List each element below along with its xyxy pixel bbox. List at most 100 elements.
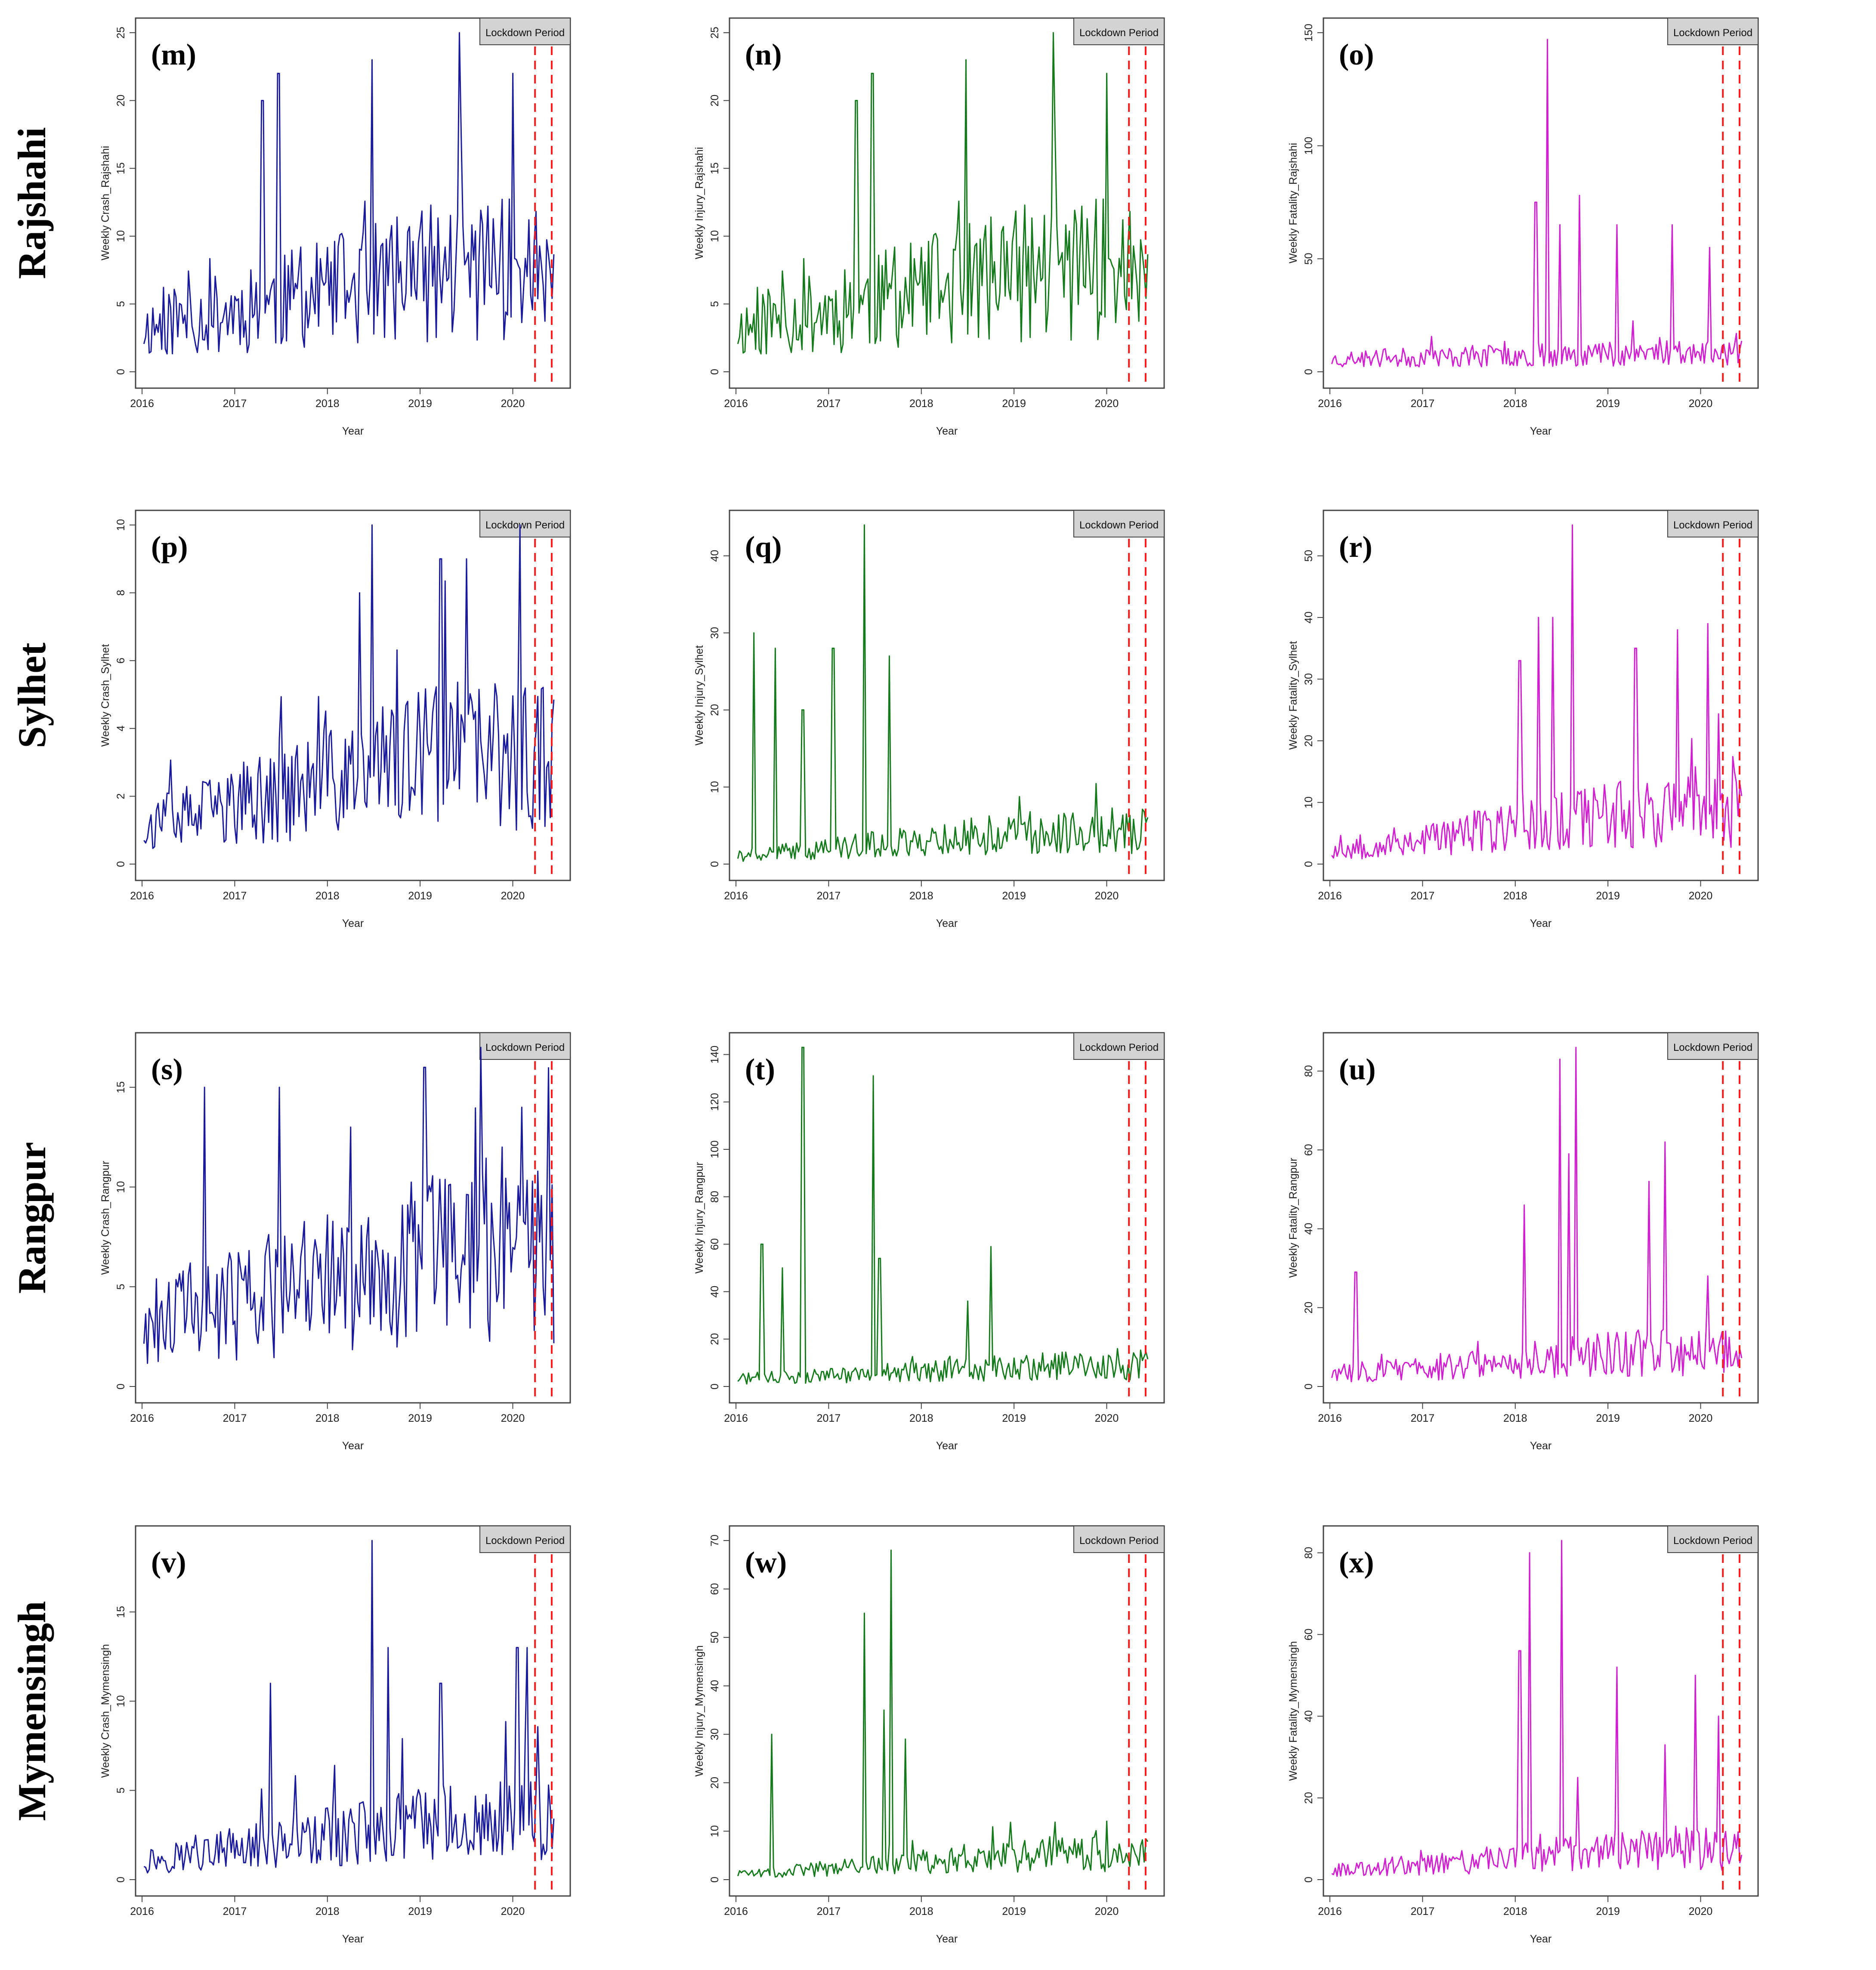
legend-label: Lockdown Period xyxy=(485,27,565,39)
panel-label: (x) xyxy=(1339,1546,1374,1579)
x-tick-label: 2016 xyxy=(724,1905,748,1918)
legend-box xyxy=(1073,1032,1165,1060)
x-tick-label: 2019 xyxy=(1596,1412,1620,1424)
panel-label: (t) xyxy=(745,1053,775,1086)
y-tick-label: 20 xyxy=(709,704,721,716)
y-axis: 0 50 100 150 xyxy=(1303,24,1323,375)
legend-label: Lockdown Period xyxy=(1079,27,1159,39)
x-tick-label: 2020 xyxy=(501,398,525,410)
y-tick-label: 50 xyxy=(1303,550,1315,562)
x-tick-label: 2017 xyxy=(1411,1905,1435,1918)
x-tick-label: 2018 xyxy=(315,1905,340,1918)
y-tick-label: 60 xyxy=(1303,1628,1315,1640)
x-tick-label: 2018 xyxy=(909,890,933,902)
chart-panel-w: 0 10 20 30 40 50 60 70 Weekly Injury_Mymensingh 2… xyxy=(693,1525,1165,1945)
y-tick-label: 40 xyxy=(709,550,721,562)
x-tick-label: 2020 xyxy=(1689,1412,1713,1424)
y-tick-label: 20 xyxy=(709,95,721,107)
y-tick-label: 10 xyxy=(709,781,721,793)
y-tick-label: 40 xyxy=(709,1286,721,1298)
x-axis: 2016 2017 2018 2019 2020 xyxy=(130,1896,525,1918)
plot-frame xyxy=(729,509,1165,881)
legend-box xyxy=(1073,18,1165,45)
x-axis-title: Year xyxy=(936,917,958,929)
y-tick-label: 20 xyxy=(115,95,127,107)
y-axis-title: Weekly Injury_Sylhet xyxy=(693,645,705,745)
y-axis-title: Weekly Crash_Mymensingh xyxy=(99,1644,111,1778)
x-axis: 2016 2017 2018 2019 2020 xyxy=(1318,880,1712,902)
x-tick-label: 2016 xyxy=(724,398,748,410)
y-tick-label: 0 xyxy=(1303,1877,1315,1883)
x-tick-label: 2018 xyxy=(1503,1905,1527,1918)
y-tick-label: 5 xyxy=(709,301,721,307)
y-tick-label: 0 xyxy=(115,369,127,375)
series-line xyxy=(143,1047,555,1364)
plot-frame xyxy=(729,17,1165,389)
x-tick-label: 2020 xyxy=(501,890,525,902)
x-tick-label: 2016 xyxy=(130,890,154,902)
series-line xyxy=(1331,1047,1743,1383)
y-axis: 0 2 4 6 8 10 xyxy=(115,519,136,867)
panel-label: (w) xyxy=(745,1546,787,1579)
x-tick-label: 2017 xyxy=(223,1412,247,1424)
x-axis: 2016 2017 2018 2019 2020 xyxy=(130,1403,525,1424)
y-axis: 0 20 40 60 80 xyxy=(1303,1065,1323,1389)
x-tick-label: 2020 xyxy=(501,1412,525,1424)
legend-label: Lockdown Period xyxy=(1079,519,1159,531)
x-tick-label: 2017 xyxy=(817,1905,841,1918)
y-tick-label: 2 xyxy=(115,793,127,799)
x-axis: 2016 2017 2018 2019 2020 xyxy=(1318,1896,1712,1918)
y-tick-label: 5 xyxy=(115,1284,127,1290)
y-tick-label: 20 xyxy=(1303,1302,1315,1314)
legend-label: Lockdown Period xyxy=(485,1535,565,1547)
x-tick-label: 2018 xyxy=(1503,398,1527,410)
legend-label: Lockdown Period xyxy=(1673,1042,1752,1053)
plot-frame xyxy=(729,1032,1165,1404)
y-tick-label: 60 xyxy=(1303,1144,1315,1156)
y-axis-title: Weekly Crash_Rajshahi xyxy=(99,146,111,260)
x-tick-label: 2016 xyxy=(1318,1905,1342,1918)
series-line xyxy=(737,1047,1149,1385)
y-tick-label: 50 xyxy=(1303,253,1315,265)
y-tick-label: 80 xyxy=(1303,1547,1315,1559)
y-tick-label: 0 xyxy=(115,861,127,867)
panel-label: (s) xyxy=(151,1053,183,1086)
x-tick-label: 2017 xyxy=(1411,890,1435,902)
chart-panel-t: 0 20 40 60 80 100 120 140 Weekly Injury_Rangpur 2… xyxy=(693,1032,1165,1452)
y-tick-label: 0 xyxy=(1303,861,1315,867)
y-tick-label: 0 xyxy=(115,1383,127,1389)
y-tick-label: 20 xyxy=(709,1777,721,1789)
panel-label: (r) xyxy=(1339,531,1372,564)
x-tick-label: 2019 xyxy=(408,1905,432,1918)
x-tick-label: 2019 xyxy=(1596,1905,1620,1918)
y-axis-title: Weekly Crash_Sylhet xyxy=(99,644,111,747)
x-tick-label: 2019 xyxy=(408,1412,432,1424)
y-axis-title: Weekly Fatality_Mymensingh xyxy=(1287,1641,1299,1781)
y-axis: 0 20 40 60 80 xyxy=(1303,1547,1323,1883)
y-tick-label: 30 xyxy=(709,1728,721,1740)
legend-box xyxy=(1073,1525,1165,1553)
x-axis-title: Year xyxy=(936,1933,958,1945)
panel-label: (n) xyxy=(745,38,782,71)
y-tick-label: 80 xyxy=(709,1191,721,1203)
x-axis-title: Year xyxy=(1530,1440,1552,1452)
series-line xyxy=(1331,1540,1743,1877)
x-tick-label: 2020 xyxy=(501,1905,525,1918)
y-tick-label: 0 xyxy=(115,1877,127,1883)
y-tick-label: 30 xyxy=(1303,673,1315,685)
x-tick-label: 2018 xyxy=(909,398,933,410)
y-axis: 0 20 40 60 80 100 120 140 xyxy=(709,1046,729,1389)
series-line xyxy=(737,32,1149,355)
y-tick-label: 25 xyxy=(115,27,127,39)
x-tick-label: 2019 xyxy=(1002,398,1026,410)
y-tick-label: 150 xyxy=(1303,24,1315,42)
x-tick-label: 2018 xyxy=(315,890,340,902)
y-tick-label: 70 xyxy=(709,1535,721,1547)
x-axis-title: Year xyxy=(342,1440,364,1452)
y-axis-title: Weekly Fatality_Sylhet xyxy=(1287,641,1299,750)
chart-panel-u: 0 20 40 60 80 Weekly Fatality_Rangpur 2016 2017… xyxy=(1287,1032,1759,1452)
x-tick-label: 2016 xyxy=(724,890,748,902)
